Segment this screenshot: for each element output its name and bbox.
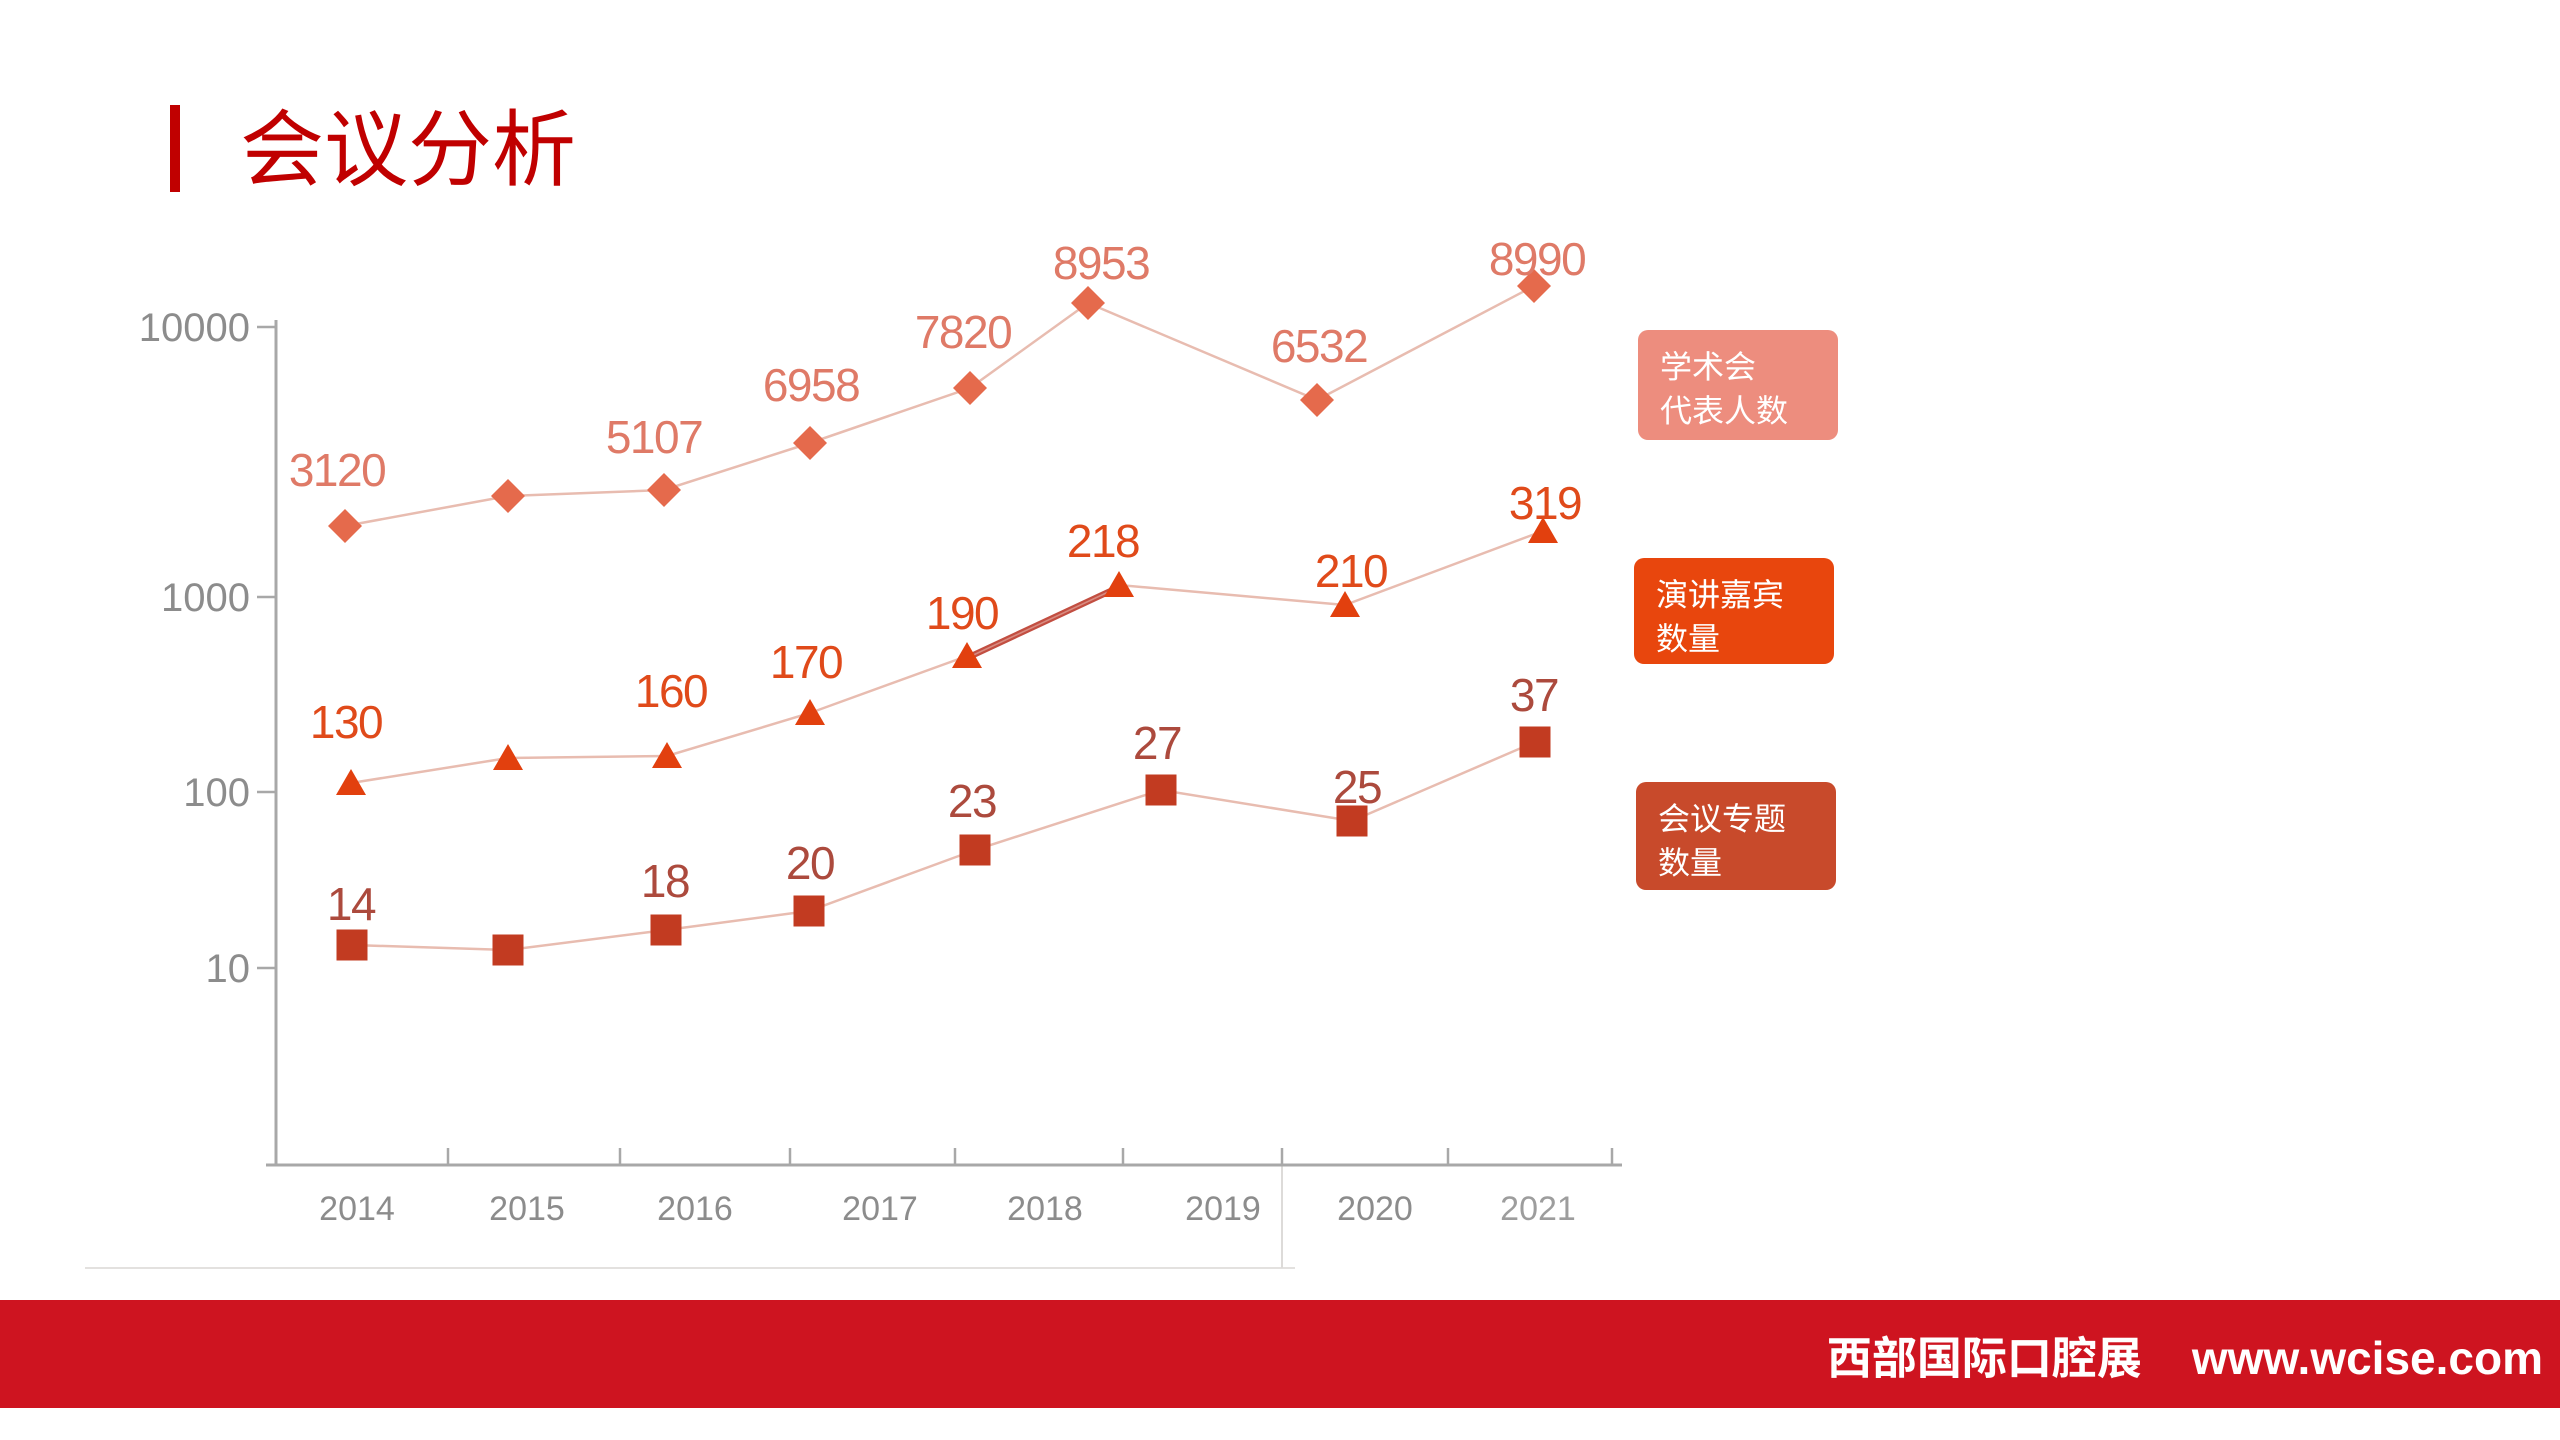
svg-text:10: 10: [206, 947, 251, 991]
svg-text:130: 130: [310, 696, 382, 748]
svg-text:20: 20: [786, 837, 834, 889]
svg-text:2021: 2021: [1500, 1190, 1576, 1228]
svg-text:8990: 8990: [1489, 233, 1585, 285]
svg-text:27: 27: [1133, 717, 1181, 769]
svg-text:6958: 6958: [763, 359, 859, 411]
svg-text:25: 25: [1333, 761, 1381, 813]
svg-text:160: 160: [635, 665, 707, 717]
svg-text:210: 210: [1315, 545, 1387, 597]
svg-text:6532: 6532: [1271, 320, 1367, 372]
svg-text:100: 100: [183, 771, 250, 815]
svg-text:2014: 2014: [319, 1190, 395, 1228]
svg-text:5107: 5107: [606, 411, 702, 463]
svg-text:学术会: 学术会: [1660, 342, 1756, 388]
svg-text:18: 18: [641, 855, 689, 907]
svg-text:23: 23: [948, 775, 996, 827]
svg-text:8953: 8953: [1053, 237, 1149, 289]
svg-text:2015: 2015: [489, 1190, 565, 1228]
svg-text:10000: 10000: [139, 306, 250, 350]
svg-text:7820: 7820: [915, 306, 1011, 358]
svg-text:2017: 2017: [842, 1190, 918, 1228]
svg-text:2016: 2016: [657, 1190, 733, 1228]
svg-text:37: 37: [1510, 669, 1558, 721]
svg-text:演讲嘉宾: 演讲嘉宾: [1656, 570, 1784, 616]
svg-text:2018: 2018: [1007, 1190, 1083, 1228]
svg-text:218: 218: [1067, 515, 1139, 567]
svg-text:319: 319: [1509, 477, 1581, 529]
svg-text:170: 170: [770, 636, 842, 688]
svg-text:数量: 数量: [1656, 614, 1720, 660]
svg-text:会议专题: 会议专题: [1658, 794, 1786, 840]
svg-text:190: 190: [926, 587, 998, 639]
svg-text:14: 14: [327, 878, 376, 930]
svg-text:2019: 2019: [1185, 1190, 1261, 1228]
svg-text:2020: 2020: [1337, 1190, 1413, 1228]
svg-text:1000: 1000: [161, 576, 250, 620]
svg-text:数量: 数量: [1658, 838, 1722, 884]
svg-text:代表人数: 代表人数: [1660, 386, 1788, 432]
svg-text:3120: 3120: [289, 444, 385, 496]
